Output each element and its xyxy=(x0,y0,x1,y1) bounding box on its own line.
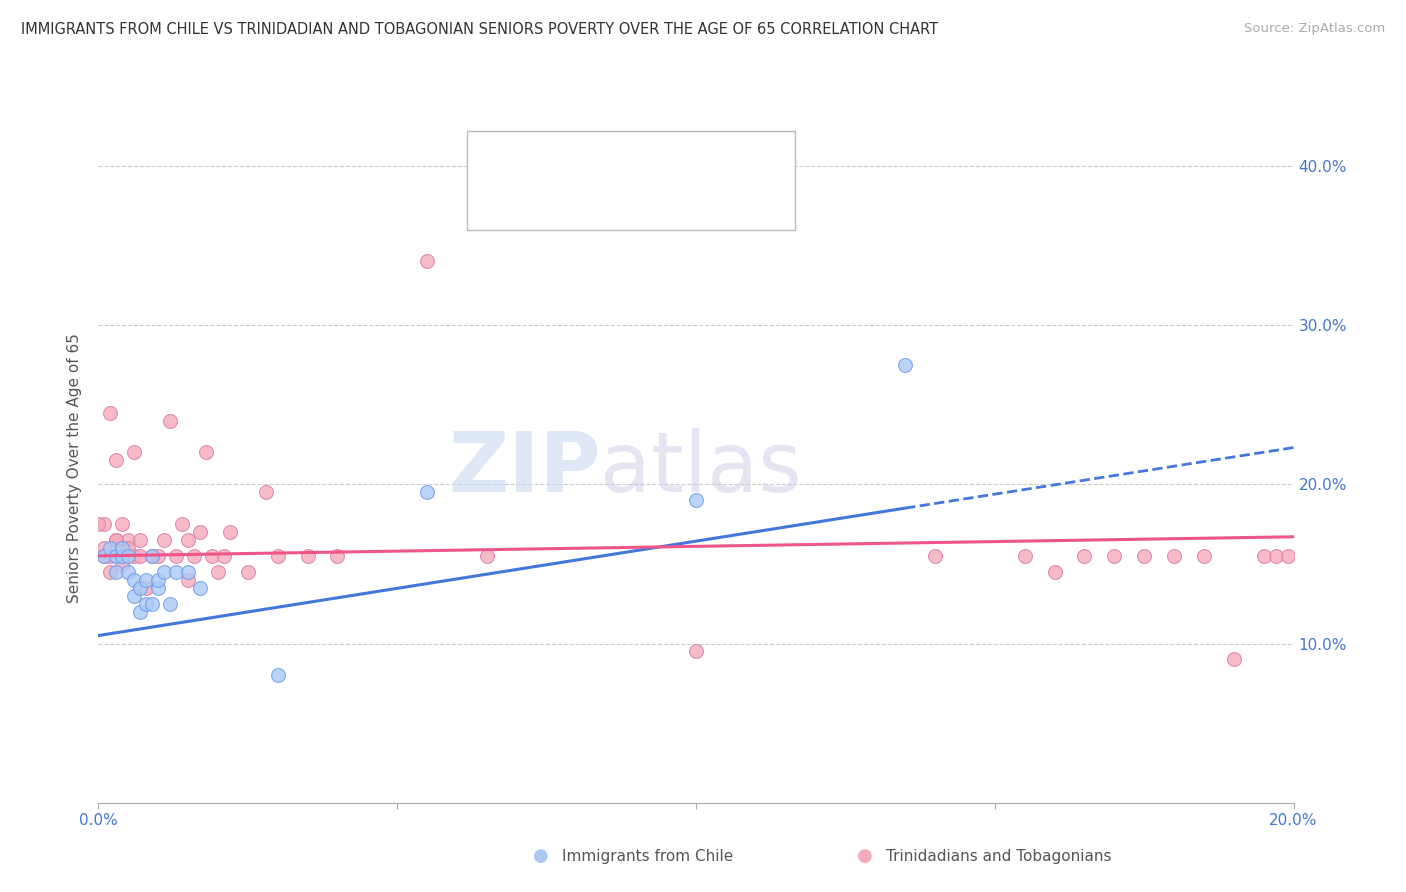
Point xyxy=(1192,549,1215,563)
Point xyxy=(183,549,205,563)
Point xyxy=(117,565,139,579)
Point xyxy=(188,524,211,539)
Point xyxy=(219,524,242,539)
Point xyxy=(236,565,259,579)
Point xyxy=(1014,549,1036,563)
Point xyxy=(1043,565,1066,579)
Point xyxy=(1253,549,1275,563)
Point xyxy=(111,549,134,563)
Text: Immigrants from Chile: Immigrants from Chile xyxy=(562,849,734,863)
Point xyxy=(129,581,152,595)
Point xyxy=(1163,549,1185,563)
Point xyxy=(1133,549,1156,563)
Point xyxy=(172,517,194,532)
Point xyxy=(326,549,349,563)
Point xyxy=(105,533,128,547)
Point xyxy=(148,573,170,587)
Point xyxy=(105,549,128,563)
Text: atlas: atlas xyxy=(600,428,801,508)
Point xyxy=(153,533,176,547)
Point xyxy=(105,533,128,547)
Point xyxy=(685,644,707,658)
Point xyxy=(124,549,146,563)
Point xyxy=(124,445,146,459)
Y-axis label: Seniors Poverty Over the Age of 65: Seniors Poverty Over the Age of 65 xyxy=(67,334,83,603)
Point xyxy=(177,573,200,587)
Point xyxy=(188,581,211,595)
Point xyxy=(148,581,170,595)
Point xyxy=(111,517,134,532)
Point xyxy=(165,549,187,563)
FancyBboxPatch shape xyxy=(484,188,517,221)
Text: R = 0.400   N = 27: R = 0.400 N = 27 xyxy=(534,148,720,166)
Point xyxy=(117,541,139,555)
Point xyxy=(141,549,163,563)
Point xyxy=(1104,549,1126,563)
Point xyxy=(117,549,139,563)
Point xyxy=(100,565,122,579)
Point xyxy=(416,254,439,268)
Point xyxy=(894,358,917,372)
Point xyxy=(135,597,157,611)
Point xyxy=(100,406,122,420)
Point xyxy=(195,445,218,459)
Point xyxy=(124,573,146,587)
Point xyxy=(475,549,498,563)
Point xyxy=(100,541,122,555)
Text: ●: ● xyxy=(533,847,550,865)
Point xyxy=(165,565,187,579)
Point xyxy=(177,565,200,579)
Point xyxy=(297,549,319,563)
Text: IMMIGRANTS FROM CHILE VS TRINIDADIAN AND TOBAGONIAN SENIORS POVERTY OVER THE AGE: IMMIGRANTS FROM CHILE VS TRINIDADIAN AND… xyxy=(21,22,938,37)
Point xyxy=(148,549,170,563)
Point xyxy=(212,549,235,563)
Point xyxy=(93,549,115,563)
Point xyxy=(135,581,157,595)
Point xyxy=(135,573,157,587)
Point xyxy=(141,549,163,563)
Point xyxy=(105,565,128,579)
Point xyxy=(267,549,290,563)
Text: ●: ● xyxy=(856,847,873,865)
Point xyxy=(129,549,152,563)
Point xyxy=(1264,549,1286,563)
FancyBboxPatch shape xyxy=(484,140,517,173)
Point xyxy=(105,453,128,467)
Point xyxy=(111,541,134,555)
Point xyxy=(924,549,946,563)
Point xyxy=(416,485,439,500)
Point xyxy=(159,413,181,427)
Text: ZIP: ZIP xyxy=(449,428,600,508)
Point xyxy=(129,605,152,619)
Point xyxy=(267,668,290,682)
Point xyxy=(93,549,115,563)
Point xyxy=(201,549,224,563)
Point xyxy=(100,549,122,563)
Point xyxy=(111,557,134,571)
Point xyxy=(207,565,229,579)
Point xyxy=(93,541,115,555)
Text: R = 0.034   N = 54: R = 0.034 N = 54 xyxy=(534,195,720,214)
Point xyxy=(254,485,277,500)
Point xyxy=(129,533,152,547)
Point xyxy=(159,597,181,611)
Point xyxy=(1277,549,1299,563)
Point xyxy=(177,533,200,547)
Point xyxy=(93,517,115,532)
Point xyxy=(1223,652,1246,666)
Text: Source: ZipAtlas.com: Source: ZipAtlas.com xyxy=(1244,22,1385,36)
Point xyxy=(124,589,146,603)
Point xyxy=(685,493,707,508)
Point xyxy=(153,565,176,579)
Point xyxy=(1073,549,1095,563)
Text: Trinidadians and Tobagonians: Trinidadians and Tobagonians xyxy=(886,849,1111,863)
Point xyxy=(117,533,139,547)
Point xyxy=(87,517,110,532)
Point xyxy=(141,597,163,611)
FancyBboxPatch shape xyxy=(467,131,794,230)
